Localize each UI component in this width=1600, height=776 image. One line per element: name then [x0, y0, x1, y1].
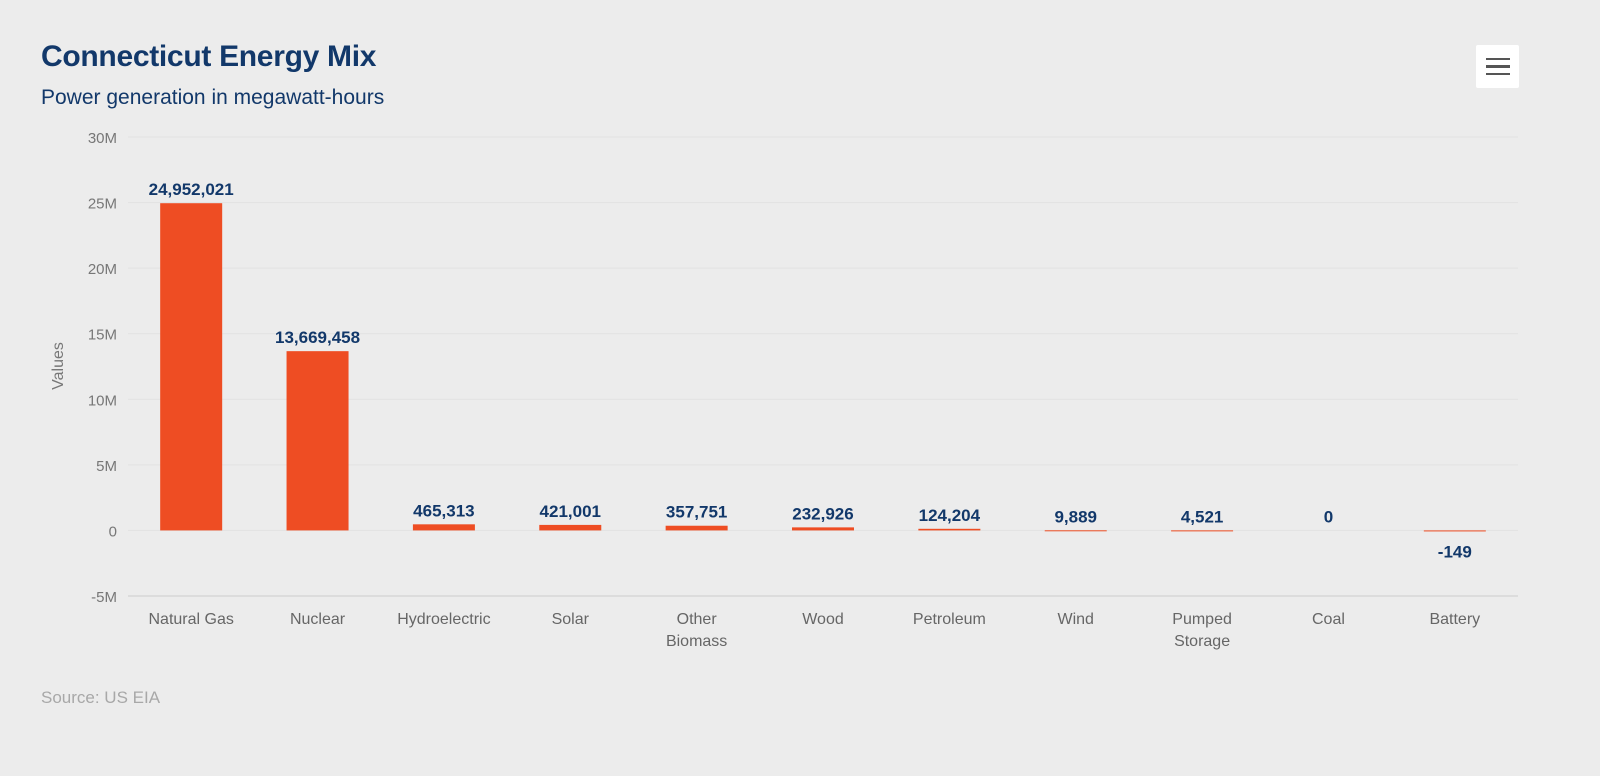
data-label: -149 — [1438, 542, 1472, 561]
data-label: 4,521 — [1181, 507, 1224, 526]
x-tick-label: Wind — [1058, 611, 1094, 628]
bar — [412, 524, 475, 531]
data-label: 9,889 — [1054, 507, 1097, 526]
x-tick-label: Natural Gas — [148, 611, 233, 628]
y-axis-label: Values — [50, 342, 67, 390]
hamburger-line — [1485, 65, 1510, 68]
hamburger-line — [1485, 72, 1510, 76]
x-tick-label: Biomass — [666, 633, 727, 650]
y-tick-label: 10M — [88, 392, 117, 409]
data-label: 465,313 — [413, 501, 474, 520]
source-note: Source: US EIA — [41, 688, 161, 707]
bar — [539, 524, 602, 531]
x-tick-label: Petroleum — [913, 611, 986, 628]
x-tick-label: Battery — [1429, 611, 1480, 628]
chart-subtitle: Power generation in megawatt-hours — [41, 86, 385, 109]
data-label: 24,952,021 — [149, 180, 234, 199]
hamburger-menu-icon — [1485, 57, 1510, 61]
x-tick-label: Pumped — [1172, 611, 1232, 628]
x-tick-label: Storage — [1174, 633, 1230, 650]
bar — [1044, 530, 1107, 532]
bar — [1171, 530, 1234, 532]
data-label: 232,926 — [792, 504, 853, 523]
y-tick-label: 5M — [96, 458, 117, 475]
y-tick-label: 25M — [88, 196, 117, 213]
bar — [286, 351, 349, 531]
x-tick-label: Wood — [802, 611, 844, 628]
chart-menu-button[interactable] — [1476, 45, 1519, 88]
x-tick-label: Nuclear — [290, 611, 346, 628]
bar — [918, 528, 981, 531]
data-label: 421,001 — [540, 502, 601, 521]
bar — [1423, 530, 1486, 532]
y-tick-label: 30M — [88, 130, 117, 147]
y-tick-label: -5M — [91, 589, 117, 606]
y-tick-label: 0 — [109, 523, 117, 540]
data-label: 0 — [1324, 507, 1333, 526]
data-label: 357,751 — [666, 503, 727, 522]
y-tick-label: 20M — [88, 261, 117, 278]
data-label: 13,669,458 — [275, 328, 360, 347]
bar — [160, 203, 223, 531]
bar — [792, 527, 854, 531]
bar — [665, 525, 728, 531]
x-tick-label: Solar — [552, 611, 590, 628]
y-tick-label: 15M — [88, 327, 117, 344]
data-label: 124,204 — [919, 506, 981, 525]
x-tick-label: Hydroelectric — [397, 611, 490, 628]
chart-title: Connecticut Energy Mix — [41, 40, 377, 73]
x-tick-label: Coal — [1312, 611, 1345, 628]
x-tick-label: Other — [677, 611, 718, 628]
